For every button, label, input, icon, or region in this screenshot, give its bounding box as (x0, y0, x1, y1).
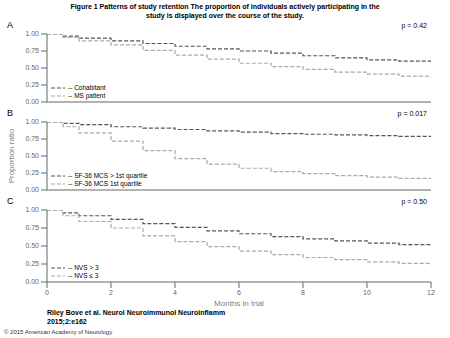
svg-text:0.00: 0.00 (25, 98, 39, 105)
html-text:p = 0.017: p = 0.017 (397, 110, 427, 117)
html-text:-- Cohabitant: -- Cohabitant (68, 84, 106, 91)
svg-text:0.00: 0.00 (25, 278, 39, 285)
svg-text:4: 4 (173, 289, 177, 296)
html-text:B: B (7, 108, 13, 118)
html-text:-- NVS ≤ 3: -- NVS ≤ 3 (68, 272, 99, 279)
html-text:-- SF-36 MCS 1st quartile: -- SF-36 MCS 1st quartile (68, 180, 142, 187)
svg-text:Proportion ratio: Proportion ratio (8, 128, 16, 183)
html-text:-- NVS > 3: -- NVS > 3 (68, 264, 99, 271)
svg-text:0.75: 0.75 (25, 135, 39, 142)
svg-text:0.75: 0.75 (25, 224, 39, 231)
html-text:p = 0.50: p = 0.50 (401, 198, 427, 205)
svg-text:0.00: 0.00 (25, 186, 39, 193)
svg-text:0.50: 0.50 (25, 64, 39, 71)
svg-text:1.00: 1.00 (25, 118, 39, 125)
svg-text:12: 12 (427, 289, 435, 296)
svg-text:6: 6 (237, 289, 241, 296)
svg-text:0.25: 0.25 (25, 169, 39, 176)
svg-text:Months in trial: Months in trial (214, 299, 264, 308)
svg-text:0.25: 0.25 (25, 81, 39, 88)
svg-text:0.25: 0.25 (25, 260, 39, 267)
svg-text:1.00: 1.00 (25, 30, 39, 37)
html-text:A: A (7, 20, 13, 30)
svg-text:0.50: 0.50 (25, 152, 39, 159)
html-text:-- MS patient: -- MS patient (68, 92, 106, 99)
svg-text:1.00: 1.00 (25, 206, 39, 213)
svg-text:0.75: 0.75 (25, 47, 39, 54)
html-text:C: C (7, 196, 14, 206)
html-text:p = 0.42: p = 0.42 (401, 22, 427, 29)
html-text:Riley Bove et al. Neurol Neuro: Riley Bove et al. Neurol Neuroimmunol Ne… (47, 309, 226, 316)
html-text:study is displayed over the co: study is displayed over the course of th… (146, 12, 304, 19)
svg-text:10: 10 (363, 289, 371, 296)
svg-text:0: 0 (45, 289, 49, 296)
svg-text:8: 8 (301, 289, 305, 296)
html-text:-- SF-36 MCS > 1st quartile: -- SF-36 MCS > 1st quartile (68, 172, 148, 179)
svg-text:0.50: 0.50 (25, 242, 39, 249)
html-text:Figure 1 Patterns of study ret: Figure 1 Patterns of study retention The… (70, 3, 380, 10)
svg-text:2: 2 (109, 289, 113, 296)
html-text:© 2015 American Academy of Neu: © 2015 American Academy of Neurology (4, 329, 113, 335)
html-text:2015;2:e162: 2015;2:e162 (47, 317, 87, 325)
